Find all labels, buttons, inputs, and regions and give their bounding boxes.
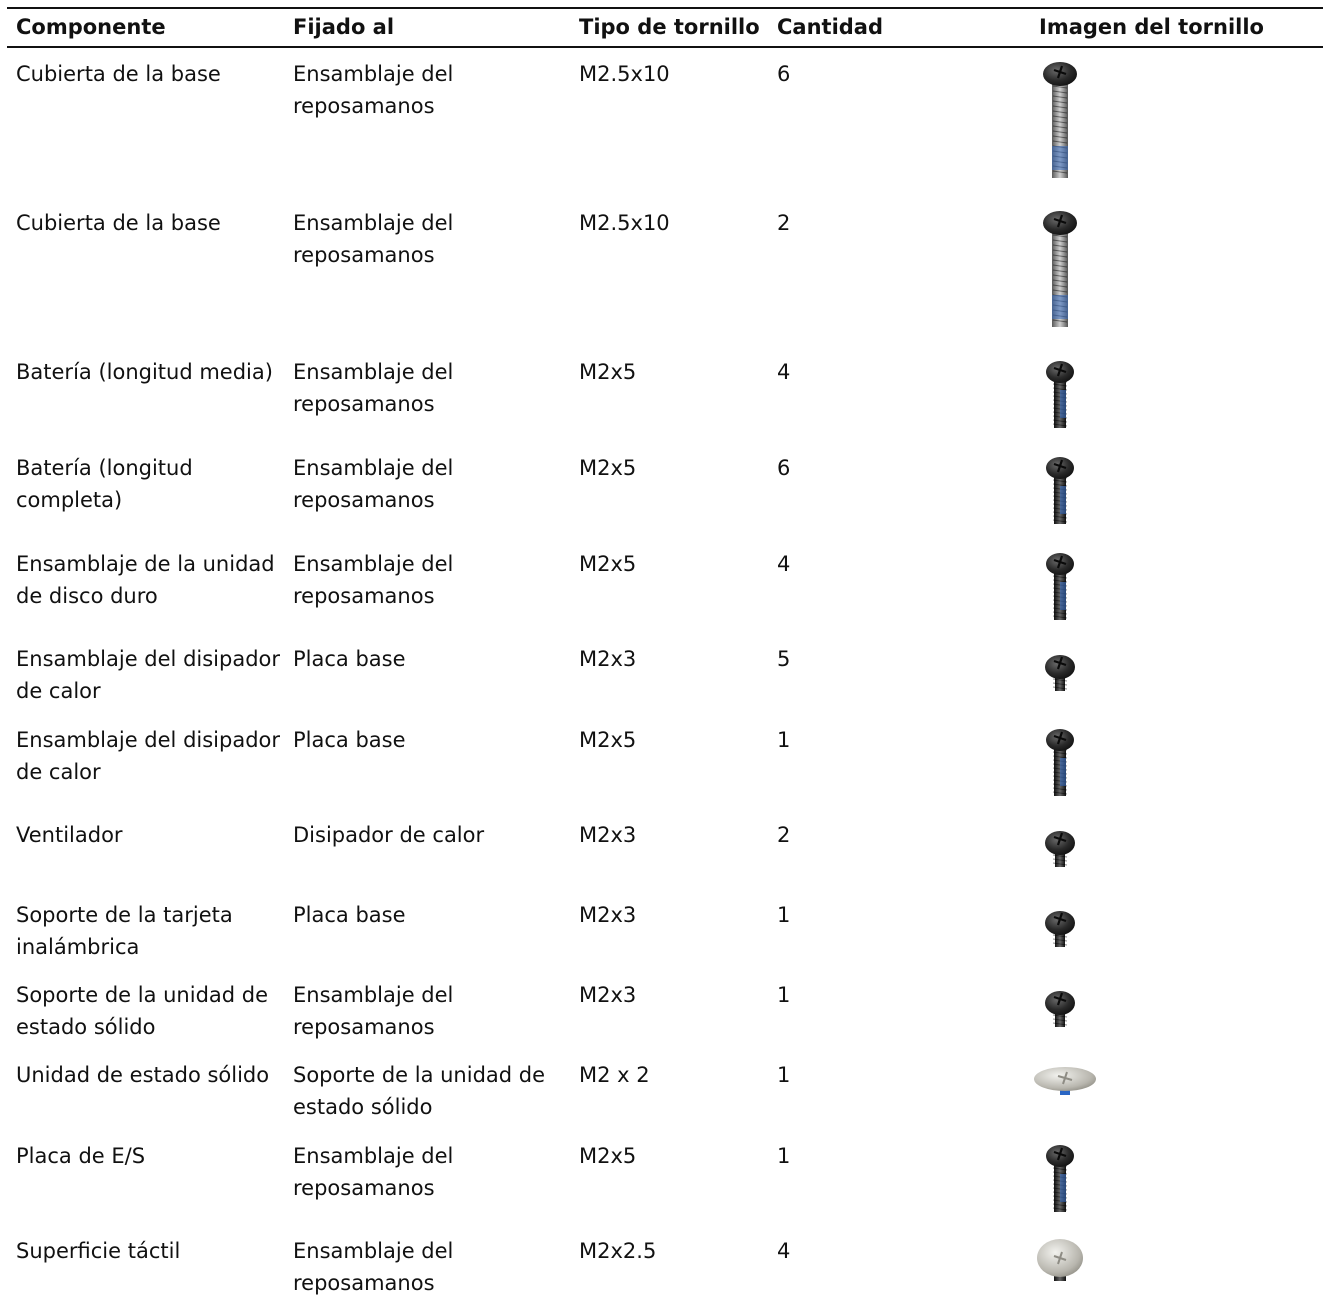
table-top-rule — [7, 7, 1323, 9]
cell-cantidad: 1 — [777, 728, 791, 752]
cell-cantidad: 1 — [777, 903, 791, 927]
cell-cantidad: 1 — [777, 1063, 791, 1087]
cell-componente: Cubierta de la base — [16, 211, 221, 235]
cell-fijado: Ensamblaje del reposamanos — [293, 456, 454, 512]
cell-cantidad: 2 — [777, 823, 791, 847]
cell-componente: Batería (longitud media) — [16, 360, 273, 384]
cell-tipo: M2.5x10 — [579, 211, 670, 235]
cell-tipo: M2.5x10 — [579, 62, 670, 86]
cell-componente: Superficie táctil — [16, 1239, 181, 1263]
cell-fijado: Disipador de calor — [293, 823, 485, 847]
cell-tipo: M2x3 — [579, 823, 637, 847]
screw-short-icon — [1030, 649, 1090, 703]
cell-tipo: M2x3 — [579, 903, 637, 927]
cell-tipo: M2x5 — [579, 552, 637, 576]
header-fijado: Fijado al — [293, 15, 395, 39]
cell-cantidad: 1 — [777, 983, 791, 1007]
cell-cantidad: 6 — [777, 456, 791, 480]
cell-tipo: M2x5 — [579, 1144, 637, 1168]
cell-fijado: Ensamblaje del reposamanos — [293, 552, 454, 608]
header-tipo: Tipo de tornillo — [579, 15, 760, 39]
screw-flat-silver-icon — [1030, 1063, 1100, 1112]
cell-tipo: M2x3 — [579, 983, 637, 1007]
screw-short-icon — [1030, 825, 1090, 879]
screw-long-icon — [1030, 58, 1090, 187]
cell-cantidad: 5 — [777, 647, 791, 671]
cell-componente: Ensamblaje del disipador de calor — [16, 728, 281, 784]
cell-componente: Soporte de la unidad de estado sólido — [16, 983, 269, 1039]
header-cantidad: Cantidad — [777, 15, 884, 39]
cell-fijado: Placa base — [293, 728, 406, 752]
cell-cantidad: 4 — [777, 552, 791, 576]
cell-componente: Cubierta de la base — [16, 62, 221, 86]
cell-tipo: M2x3 — [579, 647, 637, 671]
cell-componente: Unidad de estado sólido — [16, 1063, 270, 1087]
cell-fijado: Placa base — [293, 647, 406, 671]
cell-componente: Batería (longitud completa) — [16, 456, 193, 512]
cell-tipo: M2x2.5 — [579, 1239, 657, 1263]
cell-fijado: Placa base — [293, 903, 406, 927]
cell-fijado: Ensamblaje del reposamanos — [293, 62, 454, 118]
cell-tipo: M2x5 — [579, 360, 637, 384]
header-rule — [7, 46, 1323, 48]
screw-short-icon — [1030, 905, 1090, 959]
header-imagen: Imagen del tornillo — [1039, 15, 1264, 39]
cell-componente: Ensamblaje del disipador de calor — [16, 647, 281, 703]
cell-fijado: Soporte de la unidad de estado sólido — [293, 1063, 546, 1119]
screw-medium-icon — [1030, 548, 1090, 627]
screw-medium-icon — [1030, 724, 1090, 803]
cell-tipo: M2 x 2 — [579, 1063, 650, 1087]
cell-fijado: Ensamblaje del reposamanos — [293, 360, 454, 416]
cell-fijado: Ensamblaje del reposamanos — [293, 1144, 454, 1200]
screw-long-icon — [1030, 207, 1090, 336]
cell-fijado: Ensamblaje del reposamanos — [293, 1239, 454, 1295]
screw-medium-icon — [1030, 1140, 1090, 1219]
screw-short-icon — [1030, 985, 1090, 1039]
cell-cantidad: 6 — [777, 62, 791, 86]
cell-cantidad: 1 — [777, 1144, 791, 1168]
cell-componente: Placa de E/S — [16, 1144, 146, 1168]
cell-tipo: M2x5 — [579, 728, 637, 752]
cell-fijado: Ensamblaje del reposamanos — [293, 983, 454, 1039]
cell-cantidad: 4 — [777, 360, 791, 384]
header-componente: Componente — [16, 15, 166, 39]
cell-cantidad: 2 — [777, 211, 791, 235]
cell-tipo: M2x5 — [579, 456, 637, 480]
cell-componente: Ventilador — [16, 823, 123, 847]
screw-round-silver-icon — [1030, 1235, 1090, 1299]
cell-fijado: Ensamblaje del reposamanos — [293, 211, 454, 267]
cell-componente: Ensamblaje de la unidad de disco duro — [16, 552, 275, 608]
cell-cantidad: 4 — [777, 1239, 791, 1263]
cell-componente: Soporte de la tarjeta inalámbrica — [16, 903, 233, 959]
screw-medium-icon — [1030, 356, 1090, 435]
screw-medium-icon — [1030, 452, 1090, 531]
